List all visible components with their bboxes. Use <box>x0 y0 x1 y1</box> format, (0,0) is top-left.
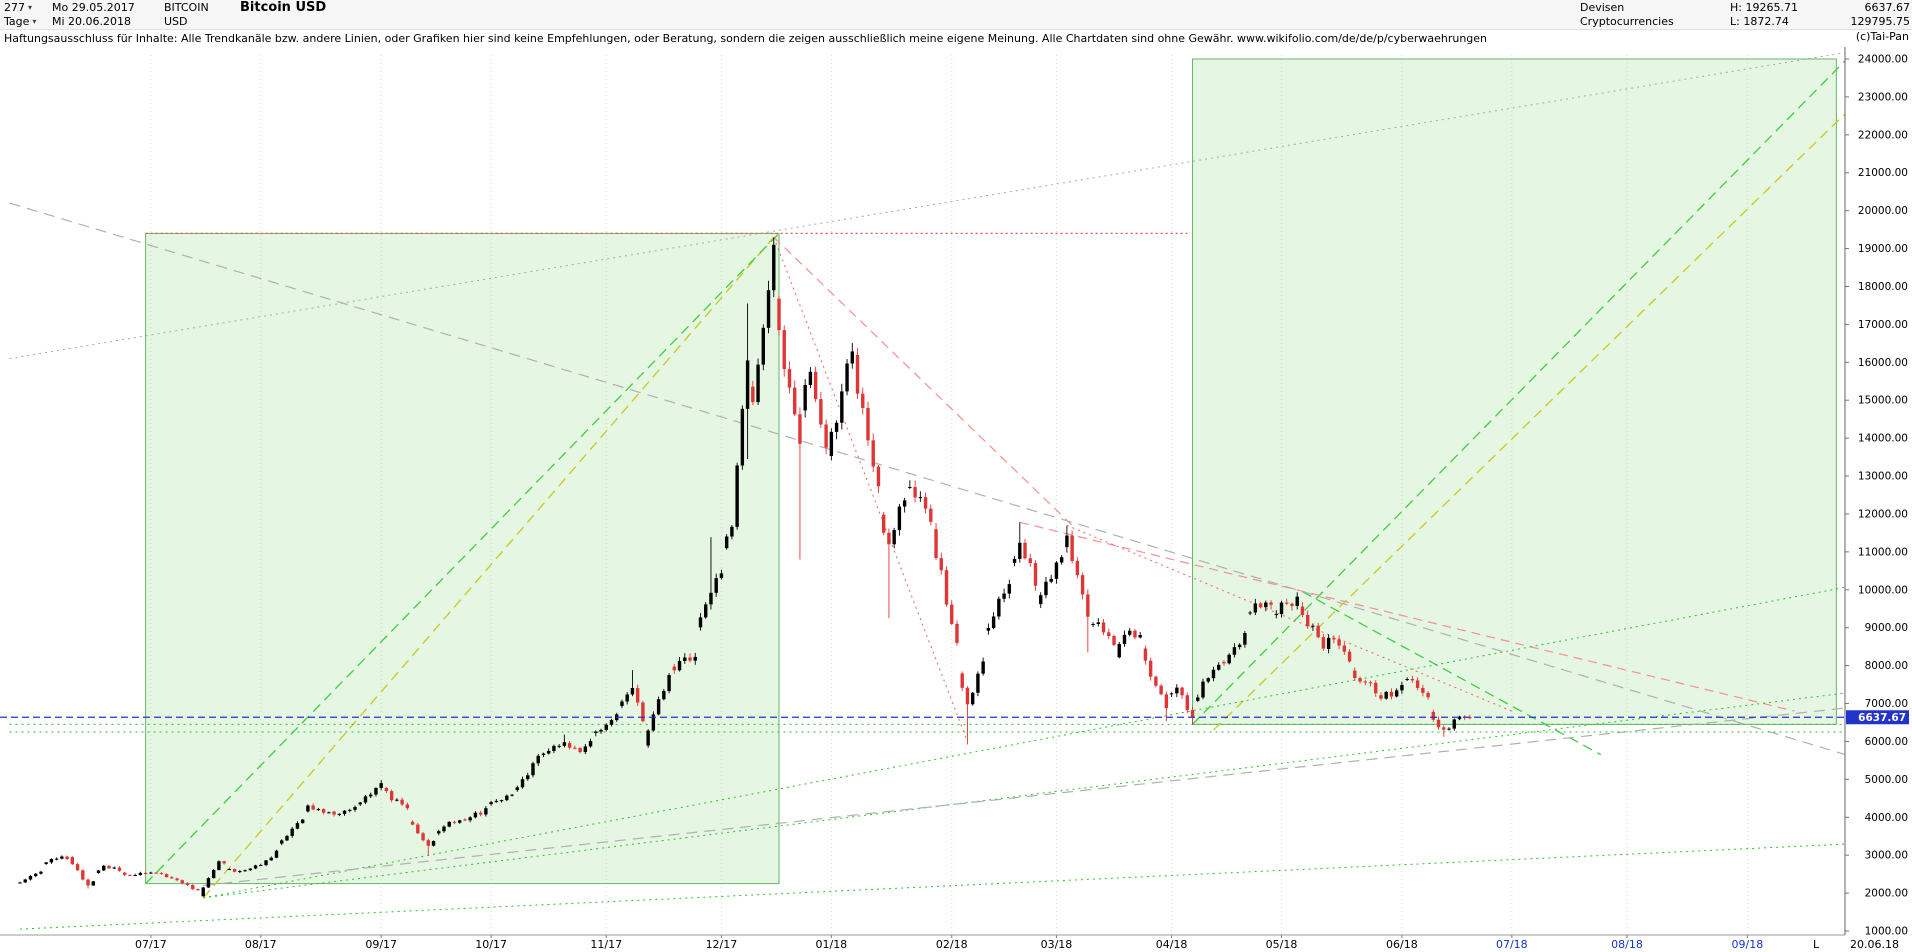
period-dropdown[interactable]: Tage ▾ <box>4 15 52 29</box>
trendline-green_dashed[interactable] <box>1192 59 1847 725</box>
y-axis-label: 12000.00 <box>1858 508 1908 520</box>
y-axis-label: 9000.00 <box>1865 622 1908 634</box>
y-axis-label: 11000.00 <box>1858 546 1908 558</box>
y-axis-label: 17000.00 <box>1858 319 1908 331</box>
trend-channel-boxes <box>145 58 1837 885</box>
trendline-yellow_dashed[interactable] <box>202 236 775 899</box>
caret-down-icon: ▾ <box>28 3 33 12</box>
period-low: L: 1872.74 <box>1730 15 1789 28</box>
y-axis-label: 1000.00 <box>1865 926 1908 938</box>
x-axis-label: 08/17 <box>245 938 277 951</box>
chart-area[interactable]: 6637.67 07/17 08/17 09/17 10/17 11/17 12/17 01/… <box>0 47 1912 952</box>
disclaimer-text: Haftungsausschluss für Inhalte: Alle Tre… <box>4 32 1488 45</box>
x-axis-label: 12/17 <box>706 938 738 951</box>
y-axis-label: 16000.00 <box>1858 357 1908 369</box>
period-value: Tage <box>4 15 30 28</box>
y-axis-label: 18000.00 <box>1858 281 1908 293</box>
category-crypto: Cryptocurrencies <box>1580 15 1674 28</box>
last-value: 6637.67 <box>1864 1 1911 14</box>
y-axis-label: 22000.00 <box>1858 129 1908 141</box>
y-axis-label: 5000.00 <box>1865 774 1908 786</box>
disclaimer-bar: Haftungsausschluss für Inhalte: Alle Tre… <box>0 30 1912 47</box>
x-axis-label: 08/18 <box>1611 938 1643 951</box>
x-axis-label: 10/17 <box>475 938 507 951</box>
x-axis-label: 07/18 <box>1496 938 1528 951</box>
trend-channel-box[interactable] <box>1192 58 1837 725</box>
month-gridlines <box>150 55 1748 935</box>
bar-count-value: 277 <box>4 1 25 14</box>
chart-svg[interactable]: 6637.67 07/17 08/17 09/17 10/17 11/17 12/17 01/… <box>0 47 1912 952</box>
y-axis-label: 3000.00 <box>1865 850 1908 862</box>
y-axis-label: 4000.00 <box>1865 812 1908 824</box>
x-axis-label: 09/17 <box>365 938 397 951</box>
y-axis-label: 6000.00 <box>1865 736 1908 748</box>
y-axis-label: 15000.00 <box>1858 395 1908 407</box>
y-axis-label: 13000.00 <box>1858 471 1908 483</box>
volume-value: 129795.75 <box>1850 15 1911 28</box>
x-axis-label: 01/18 <box>815 938 847 951</box>
y-axis-label: 24000.00 <box>1858 54 1908 66</box>
x-axis-label: 06/18 <box>1386 938 1418 951</box>
y-axis-label: 20000.00 <box>1858 205 1908 217</box>
y-axis-label: 10000.00 <box>1858 584 1908 596</box>
trendline-gray_dashed[interactable] <box>9 202 1853 757</box>
last-price-badge-value: 6637.67 <box>1858 712 1906 724</box>
x-axis-label: 11/17 <box>590 938 622 951</box>
last-price-badge <box>1846 710 1909 725</box>
trendline-gray_dashed[interactable] <box>203 707 1852 887</box>
x-axis-label: 07/17 <box>135 938 167 951</box>
trendline-red_dashed[interactable] <box>773 236 1073 526</box>
trendline-green_dotted[interactable] <box>203 692 1852 899</box>
x-axis-label: 09/18 <box>1732 938 1764 951</box>
candles-layer <box>18 237 1472 897</box>
trendline-red_dotted[interactable] <box>773 237 968 742</box>
chart-title: Bitcoin USD <box>240 0 327 15</box>
y-axis-label: 23000.00 <box>1858 91 1908 103</box>
x-axis-label: 02/18 <box>936 938 968 951</box>
y-axis-label: 14000.00 <box>1858 433 1908 445</box>
currency-code: USD <box>164 15 188 28</box>
end-date-label: 20.06.18 <box>1850 938 1899 951</box>
scale-type-label[interactable]: L <box>1813 938 1820 951</box>
symbol-code: BITCOIN <box>164 1 209 14</box>
start-date: Mo 29.05.2017 <box>52 1 135 14</box>
trendline-red_dashed[interactable] <box>1019 521 1795 712</box>
y-axis-label: 2000.00 <box>1865 888 1908 900</box>
bar-count-dropdown[interactable]: 277 ▾ <box>4 1 52 15</box>
header-right: Devisen H: 19265.71 6637.67 Cryptocurren… <box>1580 1 1910 29</box>
last-price-layer: 6637.67 <box>0 710 1909 725</box>
caret-down-icon: ▾ <box>32 17 37 26</box>
trendline-green_dotted[interactable] <box>203 586 1852 899</box>
axes-layer: 07/17 08/17 09/17 10/17 11/17 12/17 01/18 02/18… <box>0 47 1908 951</box>
y-axis-label: 19000.00 <box>1858 243 1908 255</box>
period-high: H: 19265.71 <box>1730 1 1798 14</box>
chart-header: 277 ▾ Mo 29.05.2017 BITCOIN Bitcoin USD … <box>0 0 1912 30</box>
trendline-red_dotted[interactable] <box>1066 524 1513 712</box>
trendline-green_dashed[interactable] <box>145 232 780 885</box>
y-axis-label: 8000.00 <box>1865 660 1908 672</box>
header-left: 277 ▾ Mo 29.05.2017 BITCOIN Bitcoin USD … <box>4 1 326 29</box>
copyright-label: (c)Tai-Pan <box>1855 30 1909 43</box>
trendline-green_dashed[interactable] <box>1302 591 1602 756</box>
end-date: Mi 20.06.2018 <box>52 15 132 28</box>
x-axis-label: 05/18 <box>1266 938 1298 951</box>
y-axis-label: 21000.00 <box>1858 167 1908 179</box>
trendlines-layer <box>9 52 1853 930</box>
category-devisen: Devisen <box>1580 1 1625 14</box>
y-axis-label: 7000.00 <box>1865 698 1908 710</box>
x-axis-label: 03/18 <box>1041 938 1073 951</box>
x-axis-label: 04/18 <box>1156 938 1188 951</box>
